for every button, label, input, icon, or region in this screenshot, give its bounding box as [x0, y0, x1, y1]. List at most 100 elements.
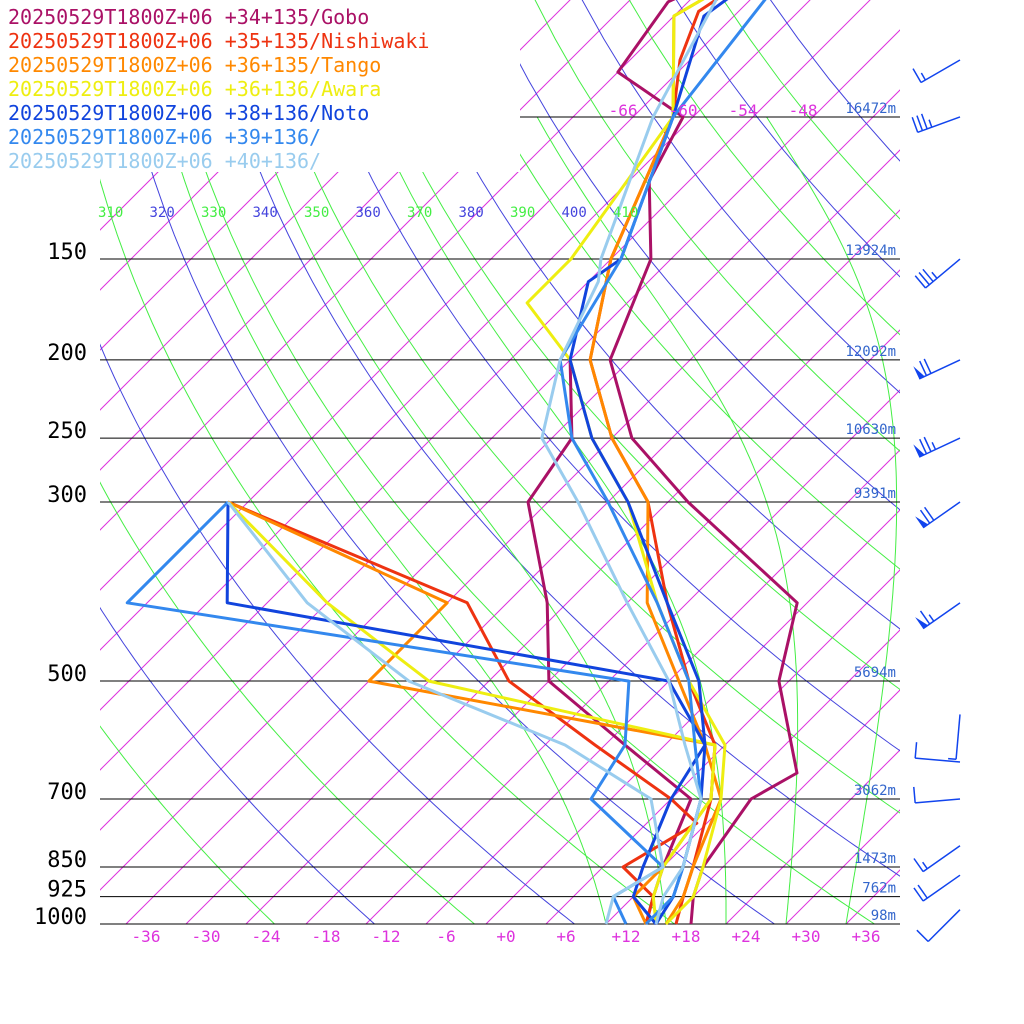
wind-barb-half — [948, 757, 957, 761]
height-label: 5694m — [854, 665, 896, 681]
dry-adiabat-line — [675, 0, 900, 278]
isotherm-line — [245, 269, 900, 924]
height-label: 16472m — [845, 101, 896, 117]
isotherm-line — [785, 809, 900, 924]
temperature-tick-label: +12 — [612, 927, 641, 946]
legend-entry: 20250529T1800Z+06 +39+136/ — [8, 125, 321, 149]
wind-barb-half — [928, 119, 933, 128]
wind-barb — [911, 113, 961, 134]
wind-barb-full — [916, 115, 924, 131]
isotherm-top-label: -48 — [789, 101, 818, 120]
temperature-tick-label: +6 — [556, 927, 575, 946]
wind-barb-full — [922, 268, 934, 283]
dry-adiabat-line — [393, 0, 900, 630]
isotherm-line — [100, 0, 811, 711]
temperature-profile-line — [540, 0, 718, 925]
dewpoint-profile-line — [227, 500, 717, 925]
pressure-tick-label: 700 — [47, 780, 87, 805]
moist-adiabat-line — [254, 116, 667, 924]
theta-label: 340 — [253, 205, 278, 221]
temperature-tick-label: +24 — [732, 927, 761, 946]
temperature-tick-label: -18 — [312, 927, 341, 946]
temperature-profile-line — [608, 0, 799, 925]
height-label: 10630m — [845, 422, 896, 438]
dry-adiabat-line — [299, 0, 900, 752]
wind-barb-staff — [922, 845, 961, 873]
wind-barb-half — [922, 861, 928, 870]
wind-barb-full — [923, 358, 932, 374]
wind-barb-half — [931, 271, 938, 279]
theta-label: 330 — [201, 205, 226, 221]
wind-barb-staff — [925, 258, 961, 289]
wind-barb-full — [913, 858, 924, 873]
sounding-profiles — [125, 0, 799, 926]
pressure-tick-label: 200 — [47, 341, 87, 366]
wind-barb — [914, 742, 961, 763]
wind-barb — [913, 358, 961, 380]
dry-adiabat-line — [100, 725, 276, 924]
wind-barb-staff — [920, 59, 961, 84]
profile-group — [125, 0, 799, 926]
isotherm-line — [125, 149, 900, 924]
legend-entry: 20250529T1800Z+06 +38+136/Noto — [8, 101, 369, 125]
wind-barb-full — [919, 610, 931, 625]
wind-barb-staff — [955, 714, 961, 760]
height-label: 13924m — [845, 243, 896, 259]
temperature-tick-label: +18 — [672, 927, 701, 946]
isotherm-line — [906, 0, 1024, 924]
wind-barb-half — [920, 72, 927, 81]
temperature-tick-label: +36 — [852, 927, 881, 946]
wind-barb-full — [912, 68, 922, 83]
pressure-tick-label: 150 — [47, 240, 87, 265]
theta-label: 320 — [150, 205, 175, 221]
wind-barb-full — [923, 436, 932, 452]
wind-barb-staff — [915, 798, 961, 804]
wind-barb-staff — [922, 501, 961, 529]
temperature-tick-label: -24 — [252, 927, 281, 946]
isotherm-line — [305, 329, 900, 924]
wind-barb — [913, 874, 961, 902]
height-label: 9391m — [854, 486, 896, 502]
wind-barb — [915, 501, 961, 529]
wind-barb-full — [914, 742, 918, 759]
dry-adiabat-line — [100, 481, 476, 924]
temperature-tick-label: -36 — [132, 927, 161, 946]
wind-barb-full — [911, 117, 919, 133]
wind-barb-half — [928, 614, 935, 622]
wind-barb-full — [919, 438, 928, 455]
theta-label: 390 — [510, 205, 535, 221]
isobars — [100, 116, 900, 925]
wind-barb-full — [919, 360, 928, 376]
legend: 20250529T1800Z+06 +34+135/Gobo 20250529T1… — [0, 0, 520, 173]
pressure-tick-label: 250 — [47, 419, 87, 444]
wind-barb-full — [919, 509, 931, 524]
wind-barb-half — [931, 441, 937, 450]
wind-barb-full — [917, 884, 928, 899]
wind-barb-full — [918, 272, 930, 286]
legend-entry: 20250529T1800Z+06 +40+136/ — [8, 149, 321, 173]
dry-adiabat-line — [157, 0, 876, 924]
wind-barb-full — [913, 887, 924, 902]
theta-label: 370 — [407, 205, 432, 221]
wind-barb-full — [923, 506, 935, 521]
temperature-tick-label: -12 — [372, 927, 401, 946]
wind-barb-staff — [922, 602, 961, 630]
isotherm-line — [100, 0, 751, 651]
wind-barb — [915, 602, 961, 630]
moist-adiabat-line — [164, 116, 607, 924]
legend-background — [0, 0, 520, 172]
dewpoint-profile-line — [226, 500, 717, 925]
dry-adiabat-line — [487, 0, 900, 511]
legend-entry: 20250529T1800Z+06 +34+135/Gobo — [8, 5, 369, 29]
theta-label: 310 — [98, 205, 123, 221]
wind-barb-full — [913, 786, 916, 803]
wind-barb — [913, 436, 961, 458]
wind-barb-pennant — [915, 516, 929, 528]
wind-barb-pennant — [915, 617, 929, 629]
wind-barb-staff — [915, 757, 961, 763]
diagram-background-lines — [100, 0, 1024, 924]
pressure-tick-label: 500 — [47, 662, 87, 687]
pressure-tick-label: 300 — [47, 483, 87, 508]
dry-adiabat-line — [100, 178, 676, 924]
